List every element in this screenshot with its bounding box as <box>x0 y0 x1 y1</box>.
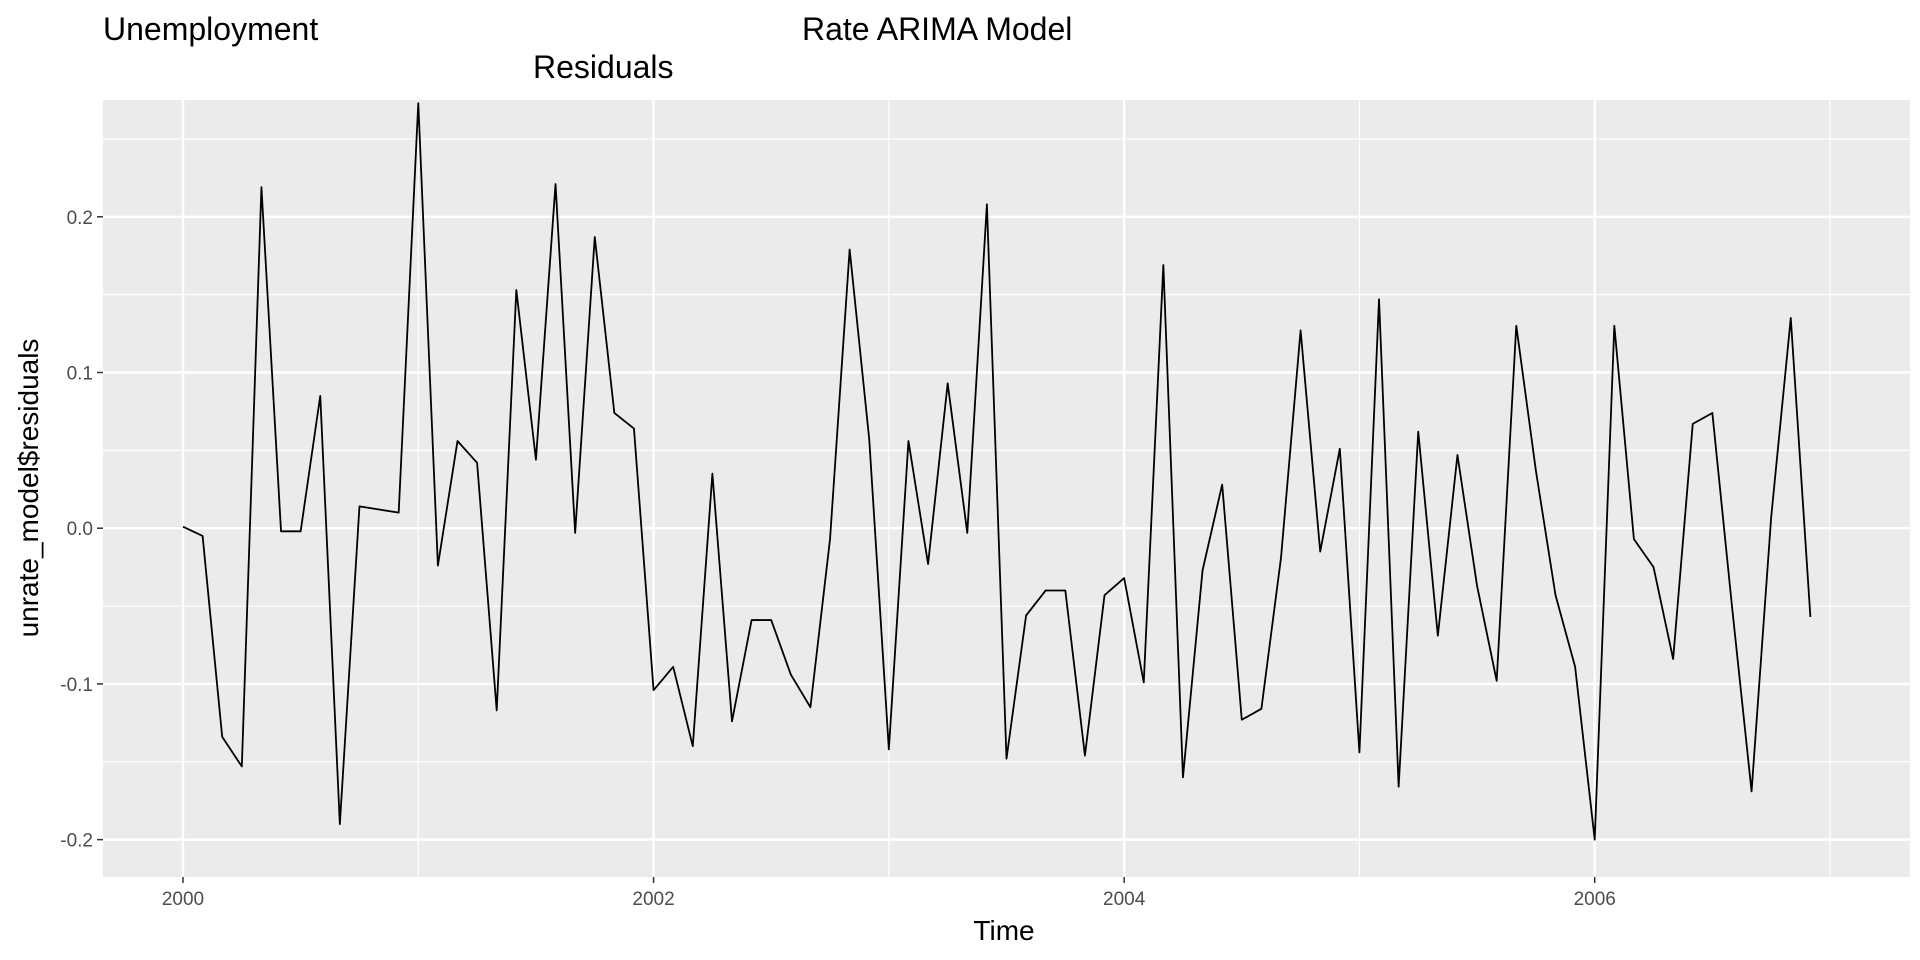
x-tick-label: 2002 <box>632 889 674 910</box>
chart-title-part-3: Residuals <box>533 49 674 85</box>
y-tick-label: 0.0 <box>67 519 93 540</box>
x-tick-label: 2004 <box>1103 889 1146 910</box>
residuals-line <box>182 102 1812 841</box>
y-axis-title: unrate_model$residuals <box>13 339 44 638</box>
chart-title-part-1: Unemployment <box>103 11 318 47</box>
y-tick-label: -0.1 <box>60 675 93 696</box>
major-gridlines <box>103 100 1910 877</box>
chart-title-part-2: Rate ARIMA Model <box>802 11 1072 47</box>
y-tick-label: 0.2 <box>67 208 93 229</box>
x-axis: 2000 2002 2004 2006 <box>162 877 1616 910</box>
y-axis: -0.2 -0.1 0.0 0.1 0.2 <box>60 208 103 852</box>
x-tick-label: 2006 <box>1574 889 1616 910</box>
x-axis-title: Time <box>973 915 1034 946</box>
y-tick-label: 0.1 <box>67 363 93 384</box>
x-tick-label: 2000 <box>162 889 204 910</box>
y-tick-label: -0.2 <box>60 831 93 852</box>
